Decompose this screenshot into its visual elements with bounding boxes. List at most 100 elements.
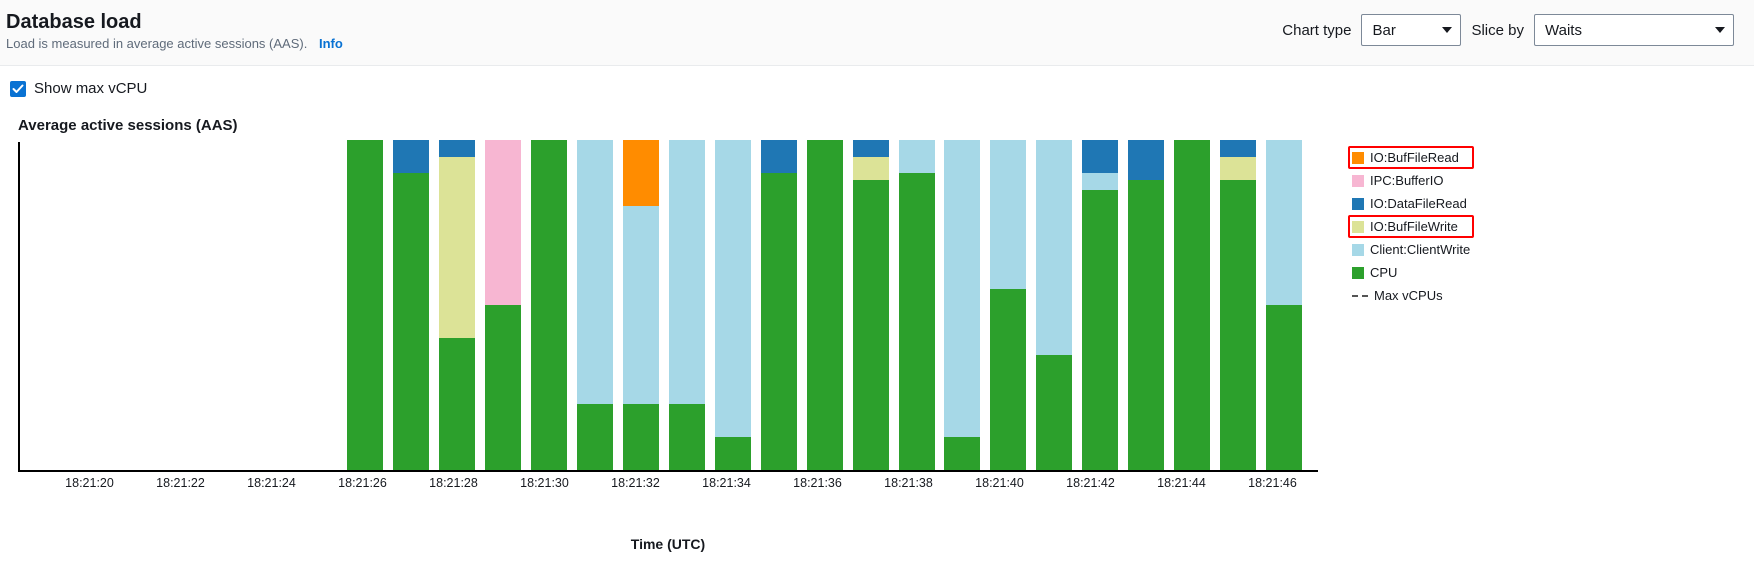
legend-label: Max vCPUs [1374, 288, 1443, 303]
x-tick: 18:21:44 [1157, 476, 1206, 490]
bar-segment-ClientWrite [1082, 173, 1118, 190]
x-tick: 18:21:42 [1066, 476, 1115, 490]
bar-segment-IOBufFileWrite [853, 157, 889, 180]
bar[interactable] [577, 140, 613, 470]
bar-segment-CPU [715, 437, 751, 470]
bar[interactable] [1036, 140, 1072, 470]
bar-segment-IPCBufferIO [485, 140, 521, 305]
bar-segment-CPU [531, 140, 567, 470]
chart-type-select[interactable]: Bar [1361, 14, 1461, 46]
x-axis: 18:21:20 18:21:22 18:21:24 18:21:26 18:21:28… [18, 472, 1318, 512]
x-axis-label: Time (UTC) [18, 536, 1318, 552]
bar-segment-CPU [393, 173, 429, 470]
bar[interactable] [485, 140, 521, 470]
bar[interactable] [393, 140, 429, 470]
x-tick: 18:21:40 [975, 476, 1024, 490]
bar-segment-ClientWrite [623, 206, 659, 404]
bar-segment-CPU [623, 404, 659, 470]
bar-segment-IODataFileRead [1128, 140, 1164, 180]
panel-header: Database load Load is measured in averag… [0, 0, 1754, 66]
legend-label: IO:BufFileRead [1370, 150, 1459, 165]
bar-segment-ClientWrite [577, 140, 613, 404]
bar-segment-ClientWrite [944, 140, 980, 437]
show-max-vcpu-label: Show max vCPU [34, 80, 147, 97]
legend-item-IOBufFileRead[interactable]: IO:BufFileRead [1348, 146, 1474, 169]
bar[interactable] [347, 140, 383, 470]
header-left: Database load Load is measured in averag… [6, 10, 343, 51]
bar-segment-CPU [944, 437, 980, 470]
bar[interactable] [669, 140, 705, 470]
chart-type-label: Chart type [1282, 22, 1351, 39]
legend-item-CPU[interactable]: CPU [1348, 261, 1474, 284]
bar-segment-IODataFileRead [439, 140, 475, 157]
bar-segment-ClientWrite [1266, 140, 1302, 305]
slice-by-label: Slice by [1471, 22, 1524, 39]
legend-item-IOBufFileWrite[interactable]: IO:BufFileWrite [1348, 215, 1474, 238]
bar[interactable] [899, 140, 935, 470]
bar-segment-CPU [1220, 180, 1256, 470]
bar-segment-CPU [1266, 305, 1302, 470]
bar[interactable] [715, 140, 751, 470]
bar[interactable] [1128, 140, 1164, 470]
bar-segment-CPU [807, 140, 843, 470]
bar-segment-CPU [347, 140, 383, 470]
x-tick: 18:21:22 [156, 476, 205, 490]
legend-item-MaxVCPUs[interactable]: Max vCPUs [1348, 284, 1474, 307]
info-link[interactable]: Info [319, 36, 343, 51]
page-subtitle: Load is measured in average active sessi… [6, 36, 343, 51]
legend-label: IPC:BufferIO [1370, 173, 1443, 188]
bar-segment-IODataFileRead [1220, 140, 1256, 157]
x-tick: 18:21:36 [793, 476, 842, 490]
x-tick: 18:21:20 [65, 476, 114, 490]
bar[interactable] [990, 140, 1026, 470]
bar[interactable] [1266, 140, 1302, 470]
bar-segment-CPU [577, 404, 613, 470]
bar[interactable] [1174, 140, 1210, 470]
bar-segment-CPU [1036, 355, 1072, 471]
chart-title: Average active sessions (AAS) [0, 101, 1754, 142]
chart-area: 18:21:20 18:21:22 18:21:24 18:21:26 18:21:28… [0, 142, 1754, 562]
bar-segment-CPU [669, 404, 705, 470]
bar[interactable] [944, 140, 980, 470]
x-tick: 18:21:30 [520, 476, 569, 490]
bar-segment-ClientWrite [1036, 140, 1072, 355]
bar[interactable] [853, 140, 889, 470]
chevron-down-icon [1715, 27, 1725, 33]
x-tick: 18:21:26 [338, 476, 387, 490]
plot-area [18, 142, 1318, 472]
legend-item-IODataFileRead[interactable]: IO:DataFileRead [1348, 192, 1474, 215]
bar-segment-ClientWrite [990, 140, 1026, 289]
bar-segment-CPU [853, 180, 889, 470]
bar-segment-ClientWrite [669, 140, 705, 404]
legend: IO:BufFileRead IPC:BufferIO IO:DataFileRea… [1318, 142, 1474, 552]
bar[interactable] [623, 140, 659, 470]
bar-segment-IODataFileRead [393, 140, 429, 173]
page-title: Database load [6, 10, 343, 34]
bar-segment-CPU [1128, 180, 1164, 470]
bar[interactable] [807, 140, 843, 470]
legend-swatch [1352, 244, 1364, 256]
legend-swatch [1352, 152, 1364, 164]
bar[interactable] [1220, 140, 1256, 470]
bar[interactable] [761, 140, 797, 470]
bar-segment-ClientWrite [715, 140, 751, 437]
legend-label: CPU [1370, 265, 1397, 280]
x-tick: 18:21:28 [429, 476, 478, 490]
bar[interactable] [531, 140, 567, 470]
bar-segment-CPU [1174, 140, 1210, 470]
bar-segment-CPU [990, 289, 1026, 471]
x-tick: 18:21:32 [611, 476, 660, 490]
show-max-vcpu-checkbox[interactable] [10, 81, 26, 97]
x-tick: 18:21:24 [247, 476, 296, 490]
legend-item-IPCBufferIO[interactable]: IPC:BufferIO [1348, 169, 1474, 192]
x-tick: 18:21:46 [1248, 476, 1297, 490]
legend-swatch [1352, 221, 1364, 233]
legend-item-ClientWrite[interactable]: Client:ClientWrite [1348, 238, 1474, 261]
bar-segment-CPU [1082, 190, 1118, 471]
legend-swatch [1352, 198, 1364, 210]
slice-by-select[interactable]: Waits [1534, 14, 1734, 46]
x-tick: 18:21:34 [702, 476, 751, 490]
bar[interactable] [1082, 140, 1118, 470]
header-controls: Chart type Bar Slice by Waits [1282, 10, 1734, 46]
bar[interactable] [439, 140, 475, 470]
